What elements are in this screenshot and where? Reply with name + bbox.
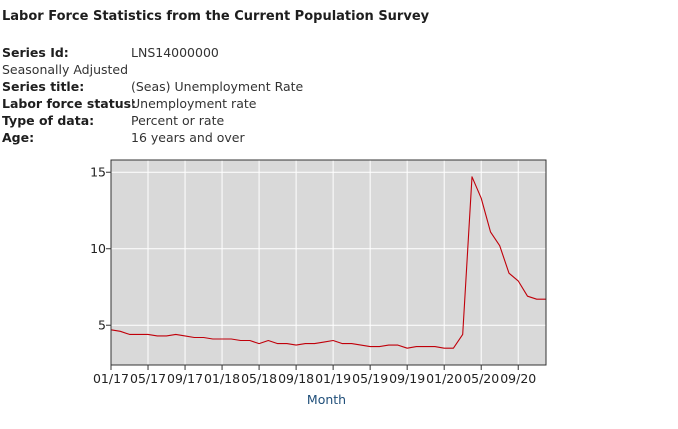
- x-tick-label: 05/19: [352, 371, 388, 386]
- x-tick-label: 01/18: [204, 371, 240, 386]
- plot-background: [111, 160, 546, 365]
- x-tick-label: 01/17: [93, 371, 129, 386]
- series-title-value: (Seas) Unemployment Rate: [131, 79, 304, 94]
- y-tick-label: 15: [90, 165, 106, 180]
- type-of-data-label: Type of data:: [2, 113, 95, 128]
- series-id-label: Series Id:: [2, 45, 69, 60]
- x-tick-label: 09/17: [167, 371, 203, 386]
- x-axis-title: Month: [307, 392, 346, 407]
- x-tick-label: 01/19: [315, 371, 351, 386]
- x-tick-label: 09/19: [389, 371, 425, 386]
- x-tick-label: 05/17: [130, 371, 166, 386]
- x-tick-label: 05/18: [241, 371, 277, 386]
- age-value: 16 years and over: [131, 130, 245, 145]
- plot-frame: [110, 159, 547, 366]
- x-tick-label: 01/20: [426, 371, 462, 386]
- series-title-label: Series title:: [2, 79, 85, 94]
- x-tick-label: 09/18: [278, 371, 314, 386]
- type-of-data-value: Percent or rate: [131, 113, 225, 128]
- y-tick-label: 5: [98, 318, 106, 333]
- seasonal-note: Seasonally Adjusted: [2, 62, 129, 77]
- y-tick-label: 10: [90, 241, 106, 256]
- x-tick-label: 09/20: [500, 371, 536, 386]
- age-label: Age:: [2, 130, 35, 145]
- page-title: Labor Force Statistics from the Current …: [2, 9, 430, 24]
- labor-force-status-label: Labor force status:: [2, 96, 137, 111]
- axes: 5 10 15 01/17 05/17 09/17 01/18 05/18 09/18 01/19…: [90, 165, 536, 386]
- series-line: [110, 176, 546, 349]
- x-tick-label: 05/20: [463, 371, 499, 386]
- series-layer: [110, 176, 546, 349]
- series-id-value: LNS14000000: [131, 45, 219, 60]
- labor-force-status-value: Unemployment rate: [131, 96, 257, 111]
